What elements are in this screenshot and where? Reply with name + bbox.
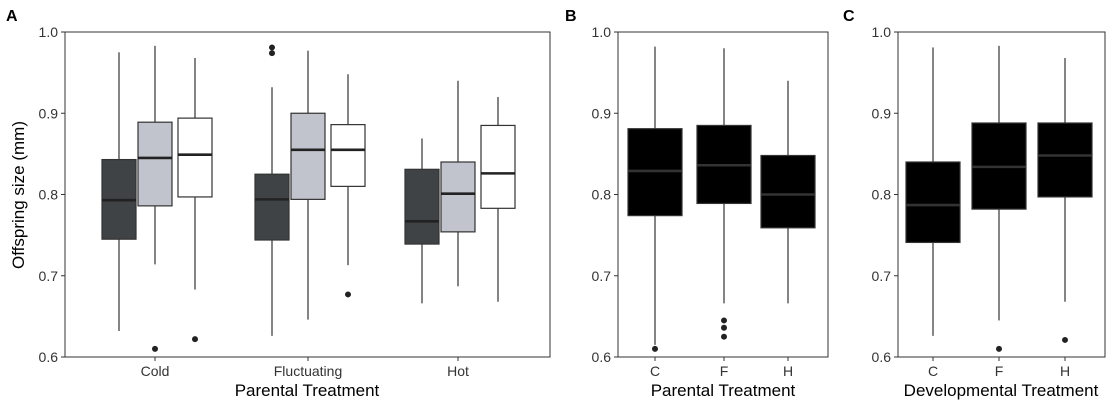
outlier-point	[269, 50, 275, 57]
box-iqr	[177, 117, 213, 198]
x-tick-label: F	[995, 363, 1004, 379]
box-iqr	[254, 173, 290, 241]
outlier-point	[721, 333, 727, 340]
box-plot	[1037, 58, 1093, 343]
outlier-point	[721, 317, 727, 324]
boxes-a	[101, 44, 516, 352]
panel-c: C 0.6 0.7 0.8 0.9 1.0 C F H Developmental Trea…	[843, 8, 1106, 400]
y-tick-label: 1.0	[592, 24, 612, 40]
box-plot	[440, 80, 476, 287]
x-tick-label: F	[720, 363, 729, 379]
box-plot	[137, 45, 173, 352]
box-plot	[404, 138, 440, 304]
y-ticks-c: 0.6 0.7 0.8 0.9 1.0	[872, 24, 898, 365]
x-axis-title-a: Parental Treatment	[235, 381, 380, 400]
box-plot	[290, 50, 326, 320]
box-iqr	[905, 161, 961, 244]
box-plot	[905, 47, 961, 336]
panel-a: A 0.6 0.7 0.8 0.9 1.0 Cold Fluctuating Hot Par…	[6, 8, 551, 400]
x-axis-title-b: Parental Treatment	[651, 381, 796, 400]
box-iqr	[760, 154, 816, 229]
outlier-point	[996, 345, 1002, 352]
box-plot	[254, 44, 290, 336]
box-iqr	[1037, 122, 1093, 198]
boxes-c	[905, 45, 1093, 352]
x-tick-label: H	[1060, 363, 1070, 379]
box-plot	[971, 45, 1027, 352]
y-tick-label: 1.0	[872, 24, 892, 40]
y-tick-label: 1.0	[39, 24, 59, 40]
x-tick-label: Hot	[447, 363, 469, 379]
y-tick-label: 0.7	[39, 268, 59, 284]
box-iqr	[404, 168, 440, 245]
outlier-point	[1062, 336, 1068, 343]
y-tick-label: 0.7	[592, 268, 612, 284]
y-ticks-b: 0.6 0.7 0.8 0.9 1.0	[592, 24, 618, 365]
y-tick-label: 0.8	[592, 187, 612, 203]
y-tick-label: 0.8	[39, 187, 59, 203]
x-tick-label: Fluctuating	[274, 363, 342, 379]
box-plot	[696, 48, 752, 340]
y-ticks-a: 0.6 0.7 0.8 0.9 1.0	[39, 24, 65, 365]
box-plot	[101, 52, 137, 331]
x-tick-label: H	[783, 363, 793, 379]
y-tick-label: 0.9	[39, 105, 59, 121]
y-tick-label: 0.9	[872, 105, 892, 121]
panel-letter-b: B	[565, 8, 577, 25]
box-iqr	[290, 112, 326, 200]
outlier-point	[269, 44, 275, 51]
y-tick-label: 0.8	[872, 187, 892, 203]
box-iqr	[330, 124, 366, 187]
y-tick-label: 0.7	[872, 268, 892, 284]
x-ticks-a: Cold Fluctuating Hot	[141, 357, 469, 379]
box-iqr	[480, 124, 516, 209]
outlier-point	[721, 324, 727, 331]
x-axis-title-c: Developmental Treatment	[904, 381, 1099, 400]
panel-letter-a: A	[6, 8, 18, 25]
x-tick-label: C	[650, 363, 660, 379]
x-tick-label: Cold	[141, 363, 170, 379]
box-iqr	[137, 121, 173, 207]
boxes-b	[627, 46, 816, 352]
x-tick-label: C	[928, 363, 938, 379]
y-tick-label: 0.9	[592, 105, 612, 121]
outlier-point	[152, 345, 158, 352]
y-axis-title-a: Offspring size (mm)	[9, 121, 28, 269]
box-iqr	[440, 161, 476, 233]
panel-b: B 0.6 0.7 0.8 0.9 1.0 C F H Parental Treatment	[565, 8, 829, 400]
box-plot	[177, 58, 213, 343]
box-plot	[330, 74, 366, 298]
y-tick-label: 0.6	[39, 349, 59, 365]
outlier-point	[652, 345, 658, 352]
box-plot	[480, 97, 516, 302]
box-plot	[627, 46, 683, 352]
y-tick-label: 0.6	[592, 349, 612, 365]
outlier-point	[192, 336, 198, 343]
box-plot	[760, 80, 816, 304]
outlier-point	[345, 291, 351, 298]
y-tick-label: 0.6	[872, 349, 892, 365]
panel-letter-c: C	[843, 8, 855, 25]
